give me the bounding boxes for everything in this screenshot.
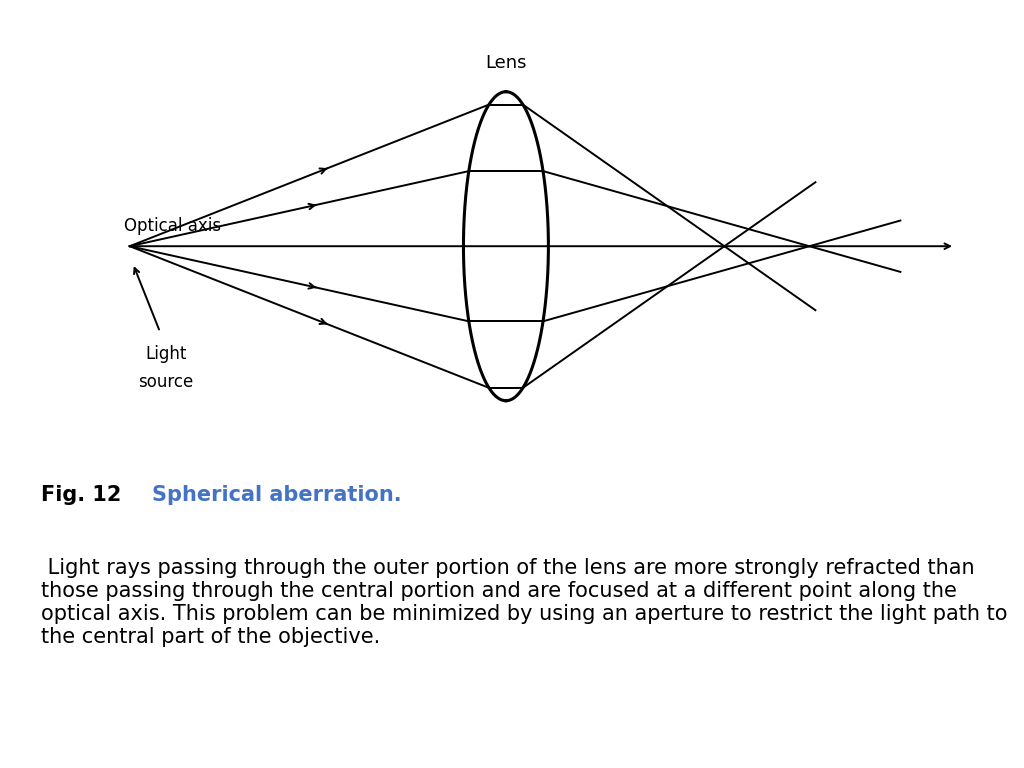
Text: Lens: Lens [485, 55, 526, 72]
Text: Spherical aberration.: Spherical aberration. [152, 485, 401, 505]
Text: Light rays passing through the outer portion of the lens are more strongly refra: Light rays passing through the outer por… [41, 558, 1008, 647]
Text: Optical axis: Optical axis [124, 217, 221, 236]
Text: Light: Light [145, 345, 186, 363]
Text: Fig. 12: Fig. 12 [41, 485, 129, 505]
Text: source: source [138, 372, 194, 391]
